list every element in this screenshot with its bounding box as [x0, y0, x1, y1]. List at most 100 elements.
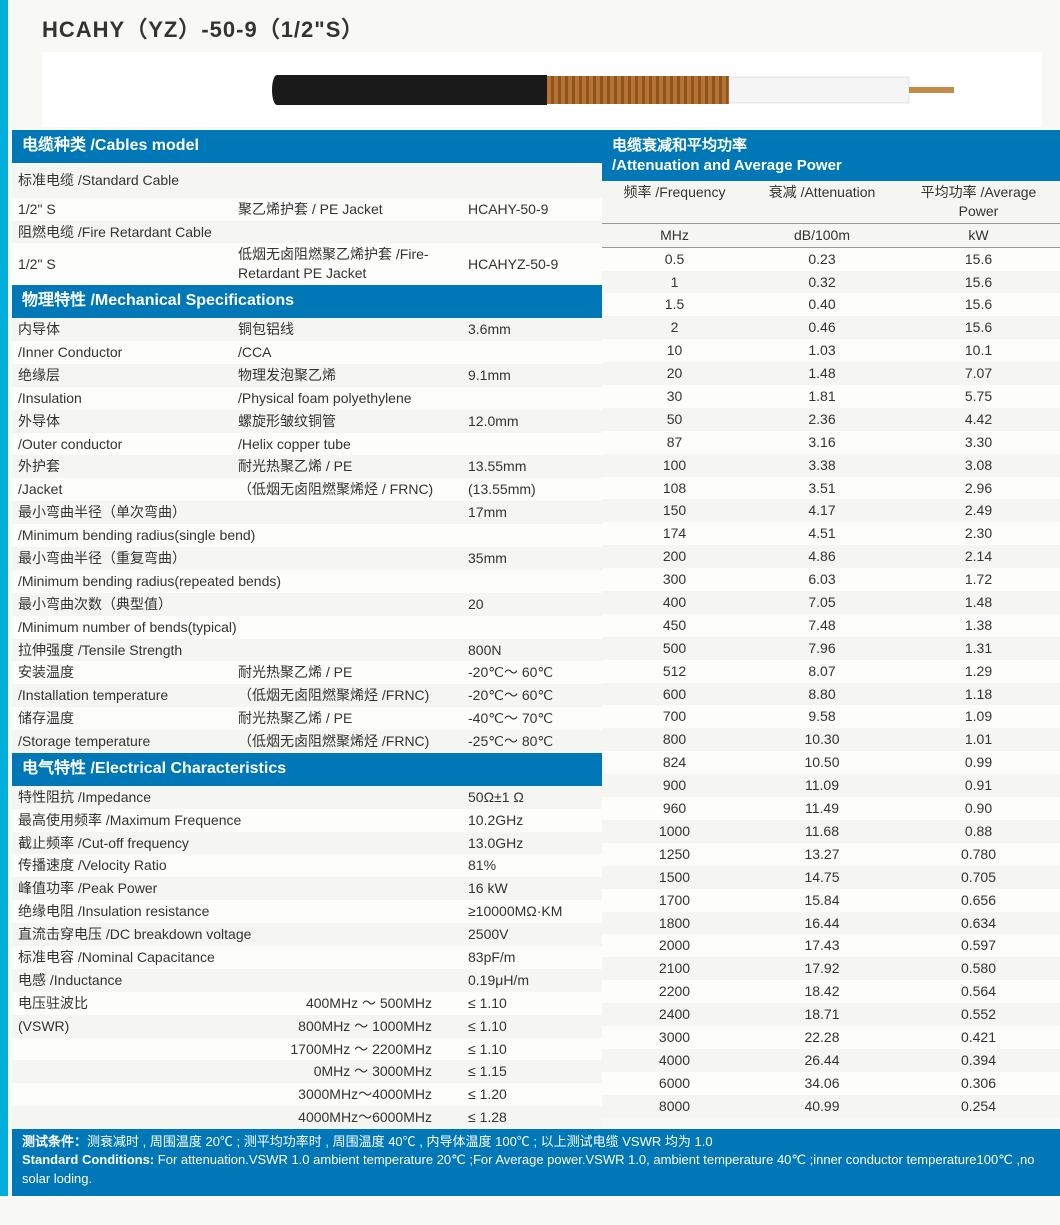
table-cell: 400MHz ～ 500MHz: [232, 992, 462, 1015]
standard-cable-label: 标准电缆 /Standard Cable: [12, 163, 602, 198]
table-cell: 26.44: [747, 1049, 897, 1072]
table-cell: 3.6mm: [462, 318, 602, 341]
table-cell: 3.51: [747, 477, 897, 500]
table-cell: 0.564: [897, 980, 1060, 1003]
table-cell: 17mm: [462, 501, 602, 524]
mechanical-specs-table: 内导体铜包铝线3.6mm/Inner Conductor/CCA绝缘层物理发泡聚…: [12, 318, 602, 753]
table-cell: 电压驻波比: [12, 992, 232, 1015]
table-cell: 15.6: [897, 271, 1060, 294]
table-cell: 传播速度 /Velocity Ratio: [12, 854, 462, 877]
table-cell: 2.14: [897, 545, 1060, 568]
table-cell: 0.394: [897, 1049, 1060, 1072]
table-cell: 1.5: [602, 293, 747, 316]
table-cell: 0.254: [897, 1095, 1060, 1118]
table-cell: 900: [602, 774, 747, 797]
table-cell: [462, 570, 602, 593]
fire-retardant-label: 阻燃电缆 /Fire Retardant Cable: [12, 221, 602, 244]
table-cell: 特性阻抗 /Impedance: [12, 786, 462, 809]
table-cell: 外护套: [12, 455, 232, 478]
table-cell: 2200: [602, 980, 747, 1003]
table-cell: 绝缘电阻 /Insulation resistance: [12, 900, 462, 923]
table-cell: 6000: [602, 1072, 747, 1095]
table-cell: 耐光热聚乙烯 / PE: [232, 661, 462, 684]
table-cell: 9.1mm: [462, 364, 602, 387]
table-cell: 内导体: [12, 318, 232, 341]
table-cell: 3.30: [897, 431, 1060, 454]
table-cell: 15.6: [897, 247, 1060, 270]
table-cell: -25℃～ 80℃: [462, 730, 602, 753]
table-cell: 2400: [602, 1003, 747, 1026]
table-cell: 耐光热聚乙烯 / PE: [232, 707, 462, 730]
table-cell: 最小弯曲次数（典型值）: [12, 593, 462, 616]
table-cell: (13.55mm): [462, 478, 602, 501]
table-cell: 108: [602, 477, 747, 500]
electrical-chars-table: 特性阻抗 /Impedance50Ω±1 Ω最高使用频率 /Maximum Fr…: [12, 786, 602, 1129]
table-cell: 13.55mm: [462, 455, 602, 478]
table-cell: 800MHz ～ 1000MHz: [232, 1015, 462, 1038]
table-cell: (VSWR): [12, 1015, 232, 1038]
table-cell: 83pF/m: [462, 946, 602, 969]
table-cell: 3000MHz～4000MHz: [232, 1083, 462, 1106]
table-cell: 10.30: [747, 728, 897, 751]
table-cell: 0.705: [897, 866, 1060, 889]
atten-col-power: 平均功率 /Average Power: [897, 181, 1060, 223]
table-cell: 11.49: [747, 797, 897, 820]
table-cell: 2.96: [897, 477, 1060, 500]
table-cell: 0.40: [747, 293, 897, 316]
table-cell: 峰值功率 /Peak Power: [12, 877, 462, 900]
table-cell: ≤ 1.10: [462, 992, 602, 1015]
atten-unit-kw: kW: [897, 223, 1060, 247]
table-cell: 1.48: [897, 591, 1060, 614]
table-cell: /Helix copper tube: [232, 433, 462, 456]
table-cell: 50: [602, 408, 747, 431]
footer-en-text: For attenuation.VSWR 1.0 ambient tempera…: [22, 1152, 1035, 1185]
table-cell: 512: [602, 660, 747, 683]
table-cell: /Outer conductor: [12, 433, 232, 456]
table-cell: 4.42: [897, 408, 1060, 431]
table-cell: 824: [602, 751, 747, 774]
table-cell: 最小弯曲半径（单次弯曲）: [12, 501, 462, 524]
table-cell: 1500: [602, 866, 747, 889]
table-cell: 18.42: [747, 980, 897, 1003]
table-cell: 1.03: [747, 339, 897, 362]
table-cell: 2.30: [897, 522, 1060, 545]
table-cell: 35mm: [462, 547, 602, 570]
table-cell: 2500V: [462, 923, 602, 946]
table-cell: 0.91: [897, 774, 1060, 797]
table-cell: 4000: [602, 1049, 747, 1072]
table-cell: 0.421: [897, 1026, 1060, 1049]
table-cell: 1.29: [897, 660, 1060, 683]
attenuation-table: 频率 /Frequency 衰减 /Attenuation 平均功率 /Aver…: [602, 181, 1060, 1118]
table-cell: 3.16: [747, 431, 897, 454]
table-cell: 7.07: [897, 362, 1060, 385]
table-cell: 3.08: [897, 454, 1060, 477]
table-cell: 拉伸强度 /Tensile Strength: [12, 639, 462, 662]
table-cell: 10.1: [897, 339, 1060, 362]
table-cell: 0.552: [897, 1003, 1060, 1026]
atten-unit-mhz: MHz: [602, 223, 747, 247]
table-cell: HCAHYZ-50-9: [462, 243, 602, 285]
footer-conditions: 测试条件：测衰减时 , 周围温度 20℃ ; 测平均功率时 , 周围温度 40℃…: [12, 1129, 1060, 1196]
table-cell: 低烟无卤阻燃聚乙烯护套 /Fire-Retardant PE Jacket: [232, 243, 462, 285]
table-cell: ≥10000MΩ·KM: [462, 900, 602, 923]
table-cell: 1.09: [897, 705, 1060, 728]
table-cell: 1.38: [897, 614, 1060, 637]
table-cell: 50Ω±1 Ω: [462, 786, 602, 809]
table-cell: -20℃～ 60℃: [462, 661, 602, 684]
table-cell: 0.306: [897, 1072, 1060, 1095]
table-cell: 0.634: [897, 912, 1060, 935]
table-cell: 直流击穿电压 /DC breakdown voltage: [12, 923, 462, 946]
table-cell: 耐光热聚乙烯 / PE: [232, 455, 462, 478]
table-cell: 15.6: [897, 293, 1060, 316]
table-cell: 标准电容 /Nominal Capacitance: [12, 946, 462, 969]
table-cell: ≤ 1.10: [462, 1038, 602, 1061]
table-cell: 81%: [462, 854, 602, 877]
table-cell: 1700MHz ～ 2200MHz: [232, 1038, 462, 1061]
table-cell: 11.09: [747, 774, 897, 797]
table-cell: 400: [602, 591, 747, 614]
table-cell: 1.18: [897, 683, 1060, 706]
table-cell: 7.96: [747, 637, 897, 660]
table-cell: ≤ 1.10: [462, 1015, 602, 1038]
table-cell: ≤ 1.20: [462, 1083, 602, 1106]
table-cell: 2.49: [897, 499, 1060, 522]
